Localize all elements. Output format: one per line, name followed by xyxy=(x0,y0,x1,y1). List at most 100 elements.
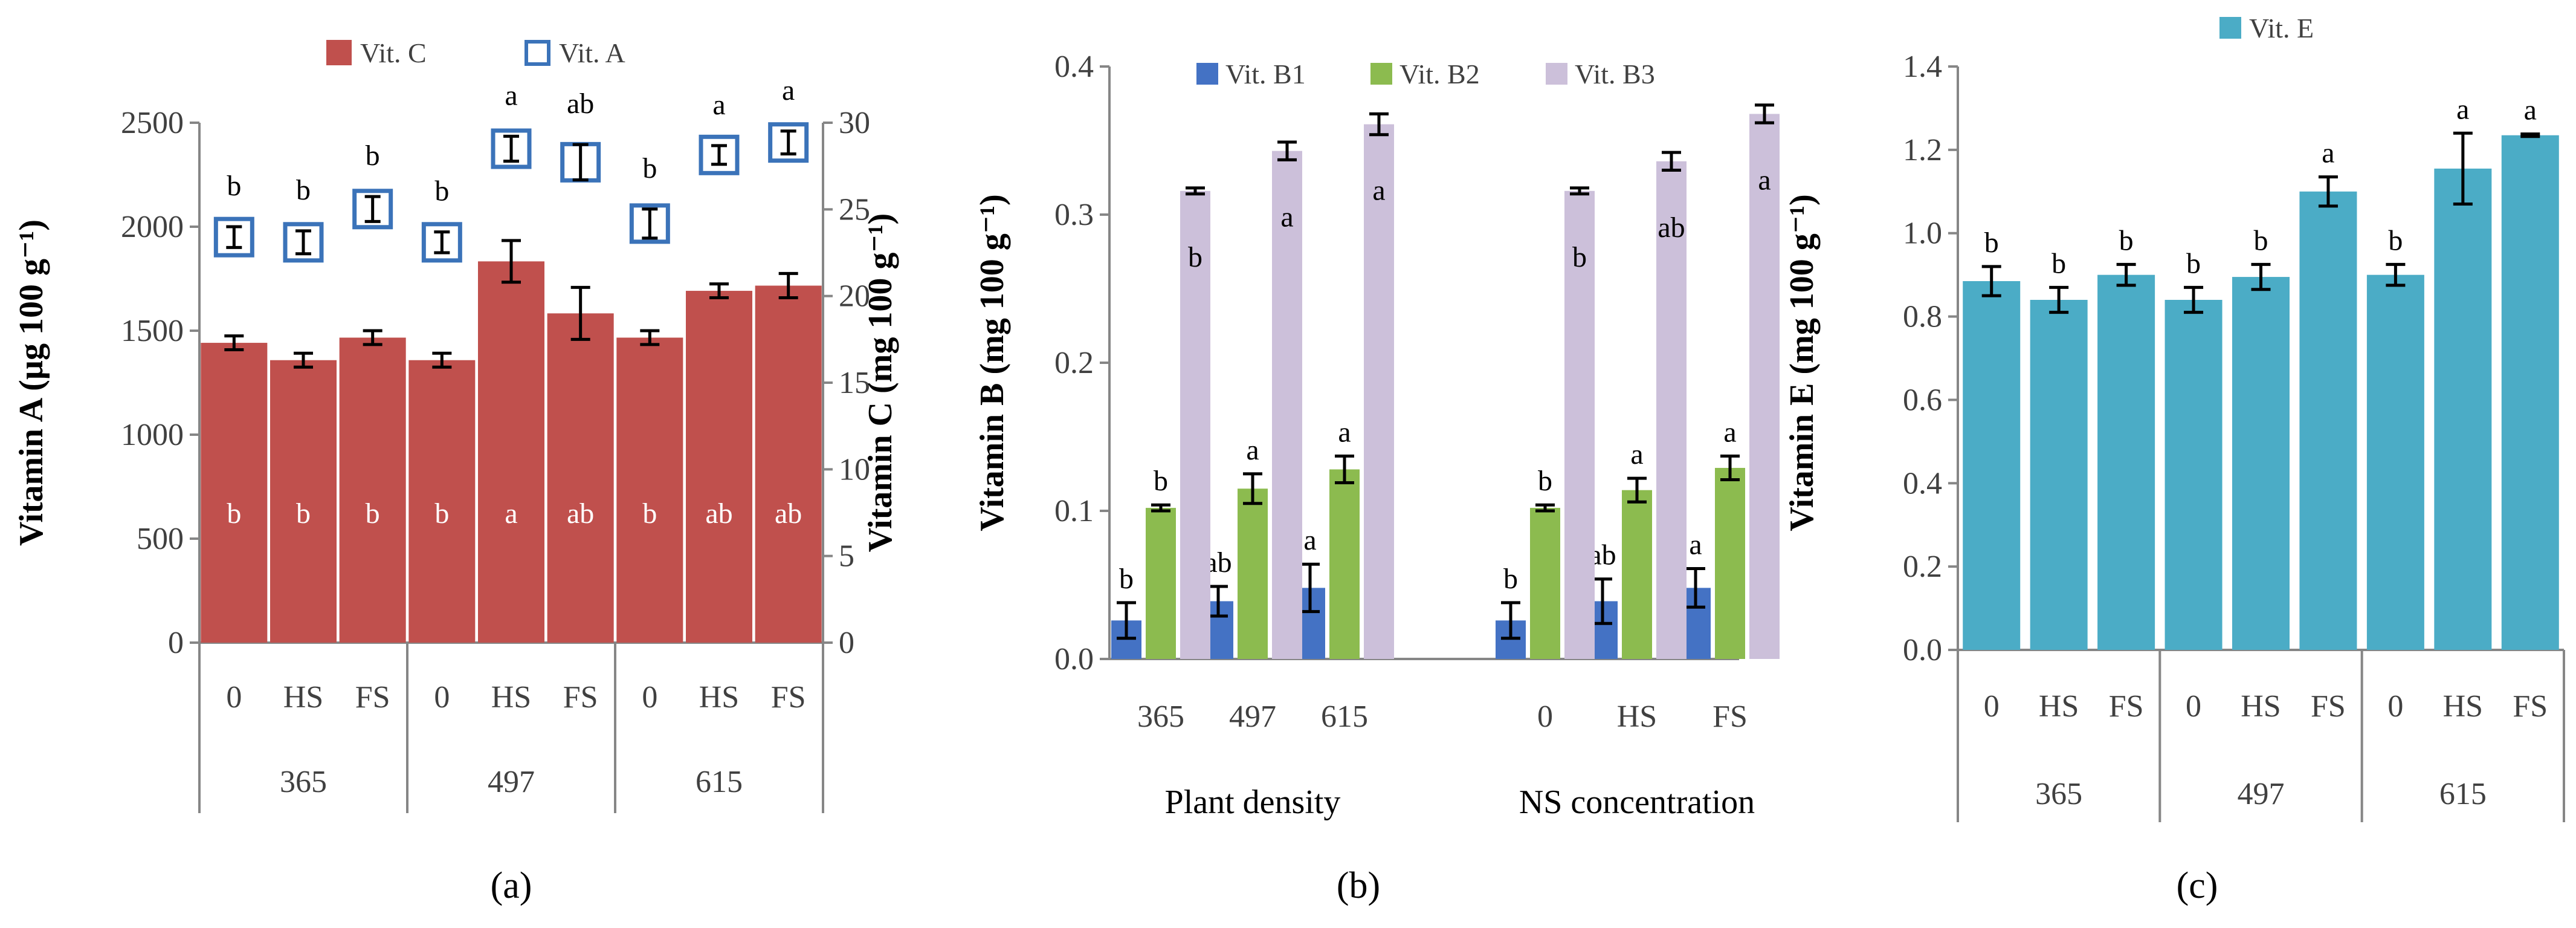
x-category-label: HS xyxy=(491,680,531,715)
vit-b3-sig-letter: b xyxy=(1572,241,1587,273)
legend-vit-c-swatch xyxy=(326,40,352,65)
vit-b3-bar xyxy=(1656,161,1687,659)
x-category-label: 0 xyxy=(2387,689,2403,724)
vit-a-marker xyxy=(213,216,254,258)
legend-vit-a-label: Vit. A xyxy=(559,37,625,68)
right-y-tick-label: 20 xyxy=(839,279,870,314)
left-y-tick-label: 1500 xyxy=(121,314,184,348)
y-tick-label: 0.2 xyxy=(1054,346,1094,380)
x-category-label: 0 xyxy=(1984,689,2000,724)
left-y-tick-label: 1000 xyxy=(121,418,184,452)
vit-e-sig-letter: b xyxy=(2051,247,2066,279)
vit-c-bar xyxy=(201,343,268,643)
right-y-tick-label: 15 xyxy=(839,366,870,400)
x-category-label: 0 xyxy=(434,680,450,715)
vit-e-bar xyxy=(1963,281,2021,650)
vit-e-bar xyxy=(2164,300,2223,650)
x-group-label-plant-density: Plant density xyxy=(1165,784,1341,821)
vit-b2-sig-letter: a xyxy=(1338,416,1351,448)
vit-a-sig-letter: b xyxy=(296,174,311,206)
vit-b3-bar xyxy=(1564,190,1595,659)
y-tick-label: 0.6 xyxy=(1903,383,1942,417)
x-category-label: 0 xyxy=(642,680,657,715)
legend-vit-b2-swatch xyxy=(1370,63,1392,85)
left-y-axis-title: Vitamin A (µg 100 g⁻¹) xyxy=(13,219,50,546)
left-y-tick-label: 0 xyxy=(168,626,184,660)
y-tick-label: 0.8 xyxy=(1903,300,1942,334)
vit-b2-bar xyxy=(1329,469,1360,659)
vit-b2-sig-letter: a xyxy=(1630,438,1643,470)
vit-a-sig-letter: a xyxy=(505,79,517,111)
vit-e-bar xyxy=(2299,191,2357,650)
x-category-label: FS xyxy=(2109,689,2144,724)
vit-c-bar xyxy=(616,337,683,643)
vit-e-bar xyxy=(2097,274,2155,651)
vit-c-sig-letter: ab xyxy=(705,498,732,530)
vit-b2-sig-letter: a xyxy=(1723,416,1736,448)
x-group-label: 615 xyxy=(696,765,743,799)
x-category-label: HS xyxy=(2443,689,2483,724)
vit-c-bar xyxy=(547,313,614,643)
right-y-tick-label: 0 xyxy=(839,626,854,660)
x-category-label: FS xyxy=(1712,699,1748,734)
x-group-label: 497 xyxy=(2238,777,2285,811)
right-y-tick-label: 5 xyxy=(839,539,854,574)
y-tick-label: 0.4 xyxy=(1903,466,1942,501)
x-category-label: FS xyxy=(563,680,598,715)
vit-e-bar xyxy=(2030,300,2088,650)
vit-e-sig-letter: b xyxy=(2388,224,2403,256)
vit-c-sig-letter: ab xyxy=(567,498,594,530)
vit-e-sig-letter: a xyxy=(2456,93,2469,125)
vit-b3-sig-letter: ab xyxy=(1658,212,1685,244)
vit-b3-sig-letter: b xyxy=(1188,241,1202,273)
right-y-tick-label: 10 xyxy=(839,452,870,487)
vit-b3-bar xyxy=(1180,190,1210,659)
right-y-tick-label: 30 xyxy=(839,106,870,140)
legend-vit-c-label: Vit. C xyxy=(360,37,427,68)
legend-vit-e-label: Vit. E xyxy=(2249,13,2314,44)
vit-b3-bar xyxy=(1364,124,1394,660)
x-category-label: 0 xyxy=(226,680,242,715)
vit-e-bar xyxy=(2434,168,2492,650)
x-category-label: HS xyxy=(2039,689,2079,724)
y-tick-label: 0.0 xyxy=(1903,633,1942,667)
vit-c-bar xyxy=(339,337,406,643)
vit-a-sig-letter: ab xyxy=(567,88,594,120)
x-group-label: 615 xyxy=(2439,777,2487,811)
vit-c-sig-letter: b xyxy=(296,498,311,530)
x-category-label: 365 xyxy=(1137,699,1184,734)
vit-e-sig-letter: b xyxy=(2254,224,2268,256)
vit-e-sig-letter: a xyxy=(2524,94,2537,126)
vit-e-sig-letter: a xyxy=(2322,137,2334,169)
vit-b3-sig-letter: a xyxy=(1372,175,1385,207)
x-category-label: 0 xyxy=(1537,699,1553,734)
vit-b1-sig-letter: a xyxy=(1303,524,1316,556)
panel-label-b: (b) xyxy=(1337,865,1380,906)
x-group-label: 365 xyxy=(280,765,327,799)
x-category-label: FS xyxy=(355,680,390,715)
legend-vit-a-swatch xyxy=(525,40,550,66)
y-tick-label: 0.4 xyxy=(1054,50,1094,84)
vit-b2-sig-letter: b xyxy=(1154,465,1168,497)
x-category-label: HS xyxy=(699,680,739,715)
y-tick-label: 1.2 xyxy=(1903,133,1942,167)
vit-b2-sig-letter: b xyxy=(1538,465,1552,497)
x-category-label: FS xyxy=(2513,689,2548,724)
y-tick-label: 1.0 xyxy=(1903,216,1942,251)
x-group-label: 497 xyxy=(488,765,535,799)
vit-b1-sig-letter: b xyxy=(1503,563,1518,595)
y-tick-label: 1.4 xyxy=(1903,50,1942,84)
legend-vit-b1-label: Vit. B1 xyxy=(1225,59,1306,89)
vit-c-bar xyxy=(755,285,822,643)
x-category-label: FS xyxy=(2311,689,2346,724)
vit-c-sig-letter: b xyxy=(227,498,241,530)
vit-b3-bar xyxy=(1749,114,1780,659)
vit-a-sig-letter: b xyxy=(642,152,657,184)
vit-b2-bar xyxy=(1238,488,1268,659)
vit-c-sig-letter: a xyxy=(505,498,517,530)
legend-vit-b3-swatch xyxy=(1546,63,1567,85)
panel-label-c: (c) xyxy=(2177,865,2218,906)
